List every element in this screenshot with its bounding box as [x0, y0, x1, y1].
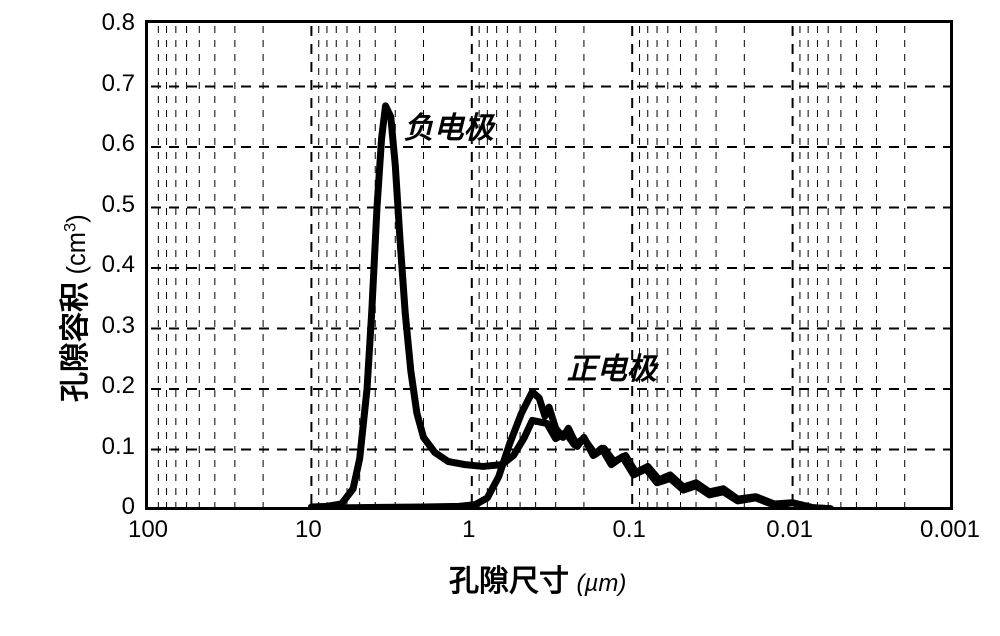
plot-area: [145, 20, 953, 510]
x-axis-label-unit: (µm): [577, 570, 627, 597]
y-tick-label: 0.7: [102, 70, 135, 98]
y-axis-label: 孔隙容积 (cm3): [50, 214, 94, 402]
y-tick-label: 0.6: [102, 130, 135, 158]
y-tick-label: 0.8: [102, 9, 135, 37]
x-axis-label-text: 孔隙尺寸: [449, 565, 569, 598]
x-tick-label: 0.01: [766, 516, 813, 544]
y-tick-label: 0.1: [102, 433, 135, 461]
figure-container: 孔隙容积 (cm3) 孔隙尺寸 (µm) 1001010.10.010.001 …: [0, 0, 1000, 636]
y-tick-label: 0: [122, 493, 135, 521]
x-tick-label: 1: [462, 516, 475, 544]
x-tick-label: 0.1: [613, 516, 646, 544]
y-tick-label: 0.5: [102, 191, 135, 219]
x-tick-label: 0.001: [920, 516, 980, 544]
plot-svg: [151, 26, 953, 510]
series-annotation: 正电极: [567, 344, 657, 388]
x-tick-label: 10: [295, 516, 322, 544]
x-axis-label: 孔隙尺寸 (µm): [449, 556, 626, 600]
series-line: [311, 106, 830, 509]
y-axis-label-unit: (cm3): [63, 214, 91, 274]
y-tick-label: 0.4: [102, 251, 135, 279]
y-axis-label-text: 孔隙容积: [59, 282, 92, 402]
y-tick-label: 0.3: [102, 312, 135, 340]
series-annotation: 负电极: [404, 103, 494, 147]
y-tick-label: 0.2: [102, 372, 135, 400]
